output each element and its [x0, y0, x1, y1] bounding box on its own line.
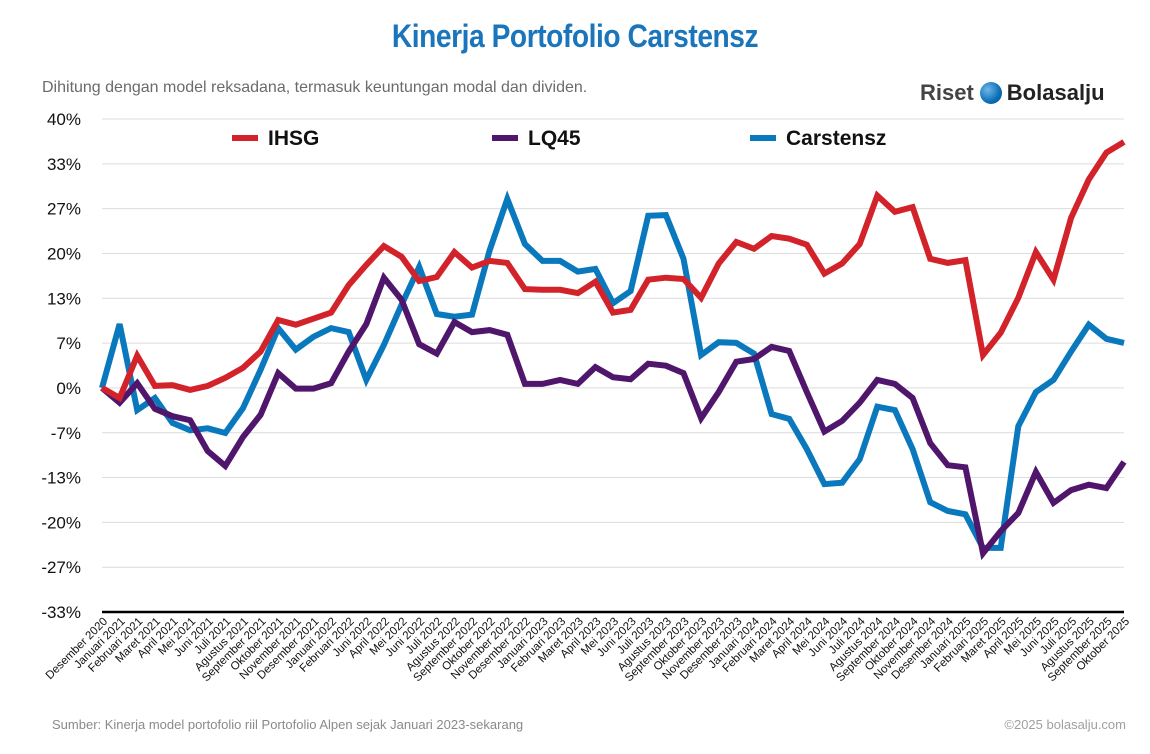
y-tick-label: -33% [41, 603, 81, 622]
logo-bolasalju-text: Bolasalju [1006, 80, 1105, 105]
legend: IHSG LQ45 Carstensz [232, 127, 886, 150]
y-tick-label: 33% [47, 155, 81, 174]
source-note: Sumber: Kinerja model portofolio riil Po… [52, 717, 524, 732]
snowball-icon [979, 82, 1002, 104]
series-line-ihsg [100, 139, 1126, 403]
y-tick-label: 20% [47, 244, 81, 263]
series-line-lq45 [100, 271, 1127, 561]
y-tick-label: -7% [51, 424, 81, 443]
y-tick-label: 13% [47, 289, 81, 308]
legend-label: Carstensz [786, 127, 886, 150]
brand-logo: Riset Bolasalju [920, 80, 1105, 106]
y-tick-label: 40% [47, 110, 81, 129]
y-tick-label: -27% [41, 558, 81, 577]
chart-subtitle: Dihitung dengan model reksadana, termasu… [42, 79, 588, 96]
legend-label: LQ45 [528, 127, 581, 150]
logo-riset-text: Riset [920, 80, 974, 105]
y-axis-ticks: 40% 33% 27% 20% 13% 7% 0% -7% -13% -20% -27% -33% [41, 110, 81, 622]
series-lines [99, 139, 1127, 561]
y-tick-label: 27% [47, 200, 81, 219]
chart-title: Kinerja Portofolio Carstensz [391, 18, 759, 54]
y-tick-label: -13% [41, 469, 81, 488]
legend-label: IHSG [268, 127, 319, 150]
y-tick-label: 7% [56, 334, 81, 353]
y-tick-label: -20% [41, 513, 81, 532]
copyright-note: ©2025 bolasalju.com [1004, 717, 1126, 732]
y-tick-label: 0% [56, 379, 81, 398]
gridlines [102, 118, 1124, 614]
